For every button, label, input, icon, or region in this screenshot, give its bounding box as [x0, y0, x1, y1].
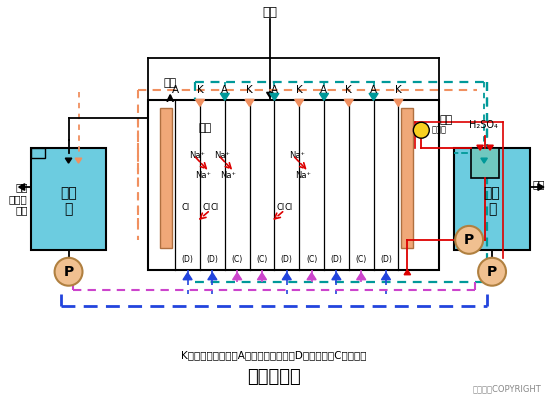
Polygon shape	[404, 270, 410, 275]
Text: P: P	[487, 265, 497, 279]
Polygon shape	[282, 273, 292, 280]
Text: Cl: Cl	[277, 203, 285, 213]
Polygon shape	[477, 145, 483, 150]
Text: A: A	[321, 85, 328, 96]
Text: (D): (D)	[207, 255, 218, 264]
Text: (C): (C)	[232, 255, 243, 264]
Bar	[401, 108, 413, 248]
Text: (C): (C)	[306, 255, 317, 264]
Circle shape	[55, 258, 83, 286]
Text: (D): (D)	[281, 255, 293, 264]
Polygon shape	[266, 92, 273, 98]
Bar	[149, 100, 439, 270]
Text: (C): (C)	[256, 255, 267, 264]
Text: （－）: （－）	[431, 126, 446, 135]
Polygon shape	[258, 273, 266, 280]
Text: K: K	[395, 85, 402, 96]
Bar	[31, 148, 106, 250]
Bar	[31, 148, 44, 158]
Text: A: A	[370, 85, 377, 96]
Polygon shape	[233, 273, 242, 280]
Polygon shape	[65, 158, 72, 163]
Polygon shape	[196, 100, 204, 106]
Polygon shape	[487, 145, 493, 150]
Polygon shape	[481, 158, 487, 163]
Polygon shape	[381, 273, 391, 280]
Text: Cl: Cl	[202, 203, 210, 213]
Text: 东方仿真COPYRIGHT: 东方仿真COPYRIGHT	[472, 385, 541, 394]
Text: 淡水
（生产
水）: 淡水 （生产 水）	[9, 182, 28, 216]
Polygon shape	[307, 273, 316, 280]
Text: (C): (C)	[356, 255, 367, 264]
Polygon shape	[208, 273, 217, 280]
Polygon shape	[344, 100, 353, 106]
Text: A: A	[271, 85, 278, 96]
Text: Na⁺: Na⁺	[214, 151, 230, 160]
Text: K: K	[296, 85, 302, 96]
Bar	[454, 148, 530, 250]
Text: A: A	[221, 85, 229, 96]
Text: 淡水: 淡水	[198, 123, 212, 133]
Text: K: K	[246, 85, 253, 96]
Bar	[160, 108, 172, 248]
Circle shape	[413, 122, 429, 138]
Circle shape	[478, 258, 506, 286]
Polygon shape	[319, 94, 328, 100]
Text: Na⁺: Na⁺	[289, 151, 305, 160]
Text: K: K	[345, 85, 352, 96]
Polygon shape	[75, 158, 82, 163]
Text: (D): (D)	[380, 255, 392, 264]
Text: 原水: 原水	[262, 6, 277, 19]
Text: 排出: 排出	[163, 78, 177, 88]
Text: 电渗析装置: 电渗析装置	[247, 369, 301, 386]
Polygon shape	[295, 100, 304, 106]
Text: Na⁺: Na⁺	[196, 171, 212, 179]
Text: A: A	[172, 85, 179, 96]
Polygon shape	[538, 184, 544, 190]
Text: K: K	[197, 85, 203, 96]
Text: Cl: Cl	[284, 203, 293, 213]
Polygon shape	[394, 100, 403, 106]
Polygon shape	[270, 94, 279, 100]
Text: Cl: Cl	[210, 203, 219, 213]
Text: 浓水
池: 浓水 池	[484, 186, 500, 216]
Text: P: P	[464, 233, 474, 247]
Text: Na⁺: Na⁺	[220, 171, 236, 179]
Text: (D): (D)	[181, 255, 193, 264]
Text: Na⁺: Na⁺	[295, 171, 311, 179]
Polygon shape	[183, 273, 192, 280]
Bar	[471, 148, 499, 178]
Text: 淡水
池: 淡水 池	[60, 186, 77, 216]
Polygon shape	[369, 94, 378, 100]
Text: Cl: Cl	[181, 203, 190, 213]
Text: P: P	[64, 265, 73, 279]
Polygon shape	[220, 94, 229, 100]
Text: K－阳离子交换膜；A－阴离子交换膜；D－淡水室；C－浓水室: K－阳离子交换膜；A－阴离子交换膜；D－淡水室；C－浓水室	[181, 351, 367, 361]
Text: H₂SO₄: H₂SO₄	[469, 120, 498, 130]
Polygon shape	[19, 184, 25, 190]
Polygon shape	[245, 100, 254, 106]
Polygon shape	[357, 273, 366, 280]
Text: Na⁺: Na⁺	[190, 151, 206, 160]
Text: 浓水: 浓水	[439, 115, 453, 125]
Circle shape	[455, 226, 483, 254]
Polygon shape	[332, 273, 341, 280]
Text: (D): (D)	[330, 255, 342, 264]
Text: 浓水: 浓水	[533, 179, 545, 189]
